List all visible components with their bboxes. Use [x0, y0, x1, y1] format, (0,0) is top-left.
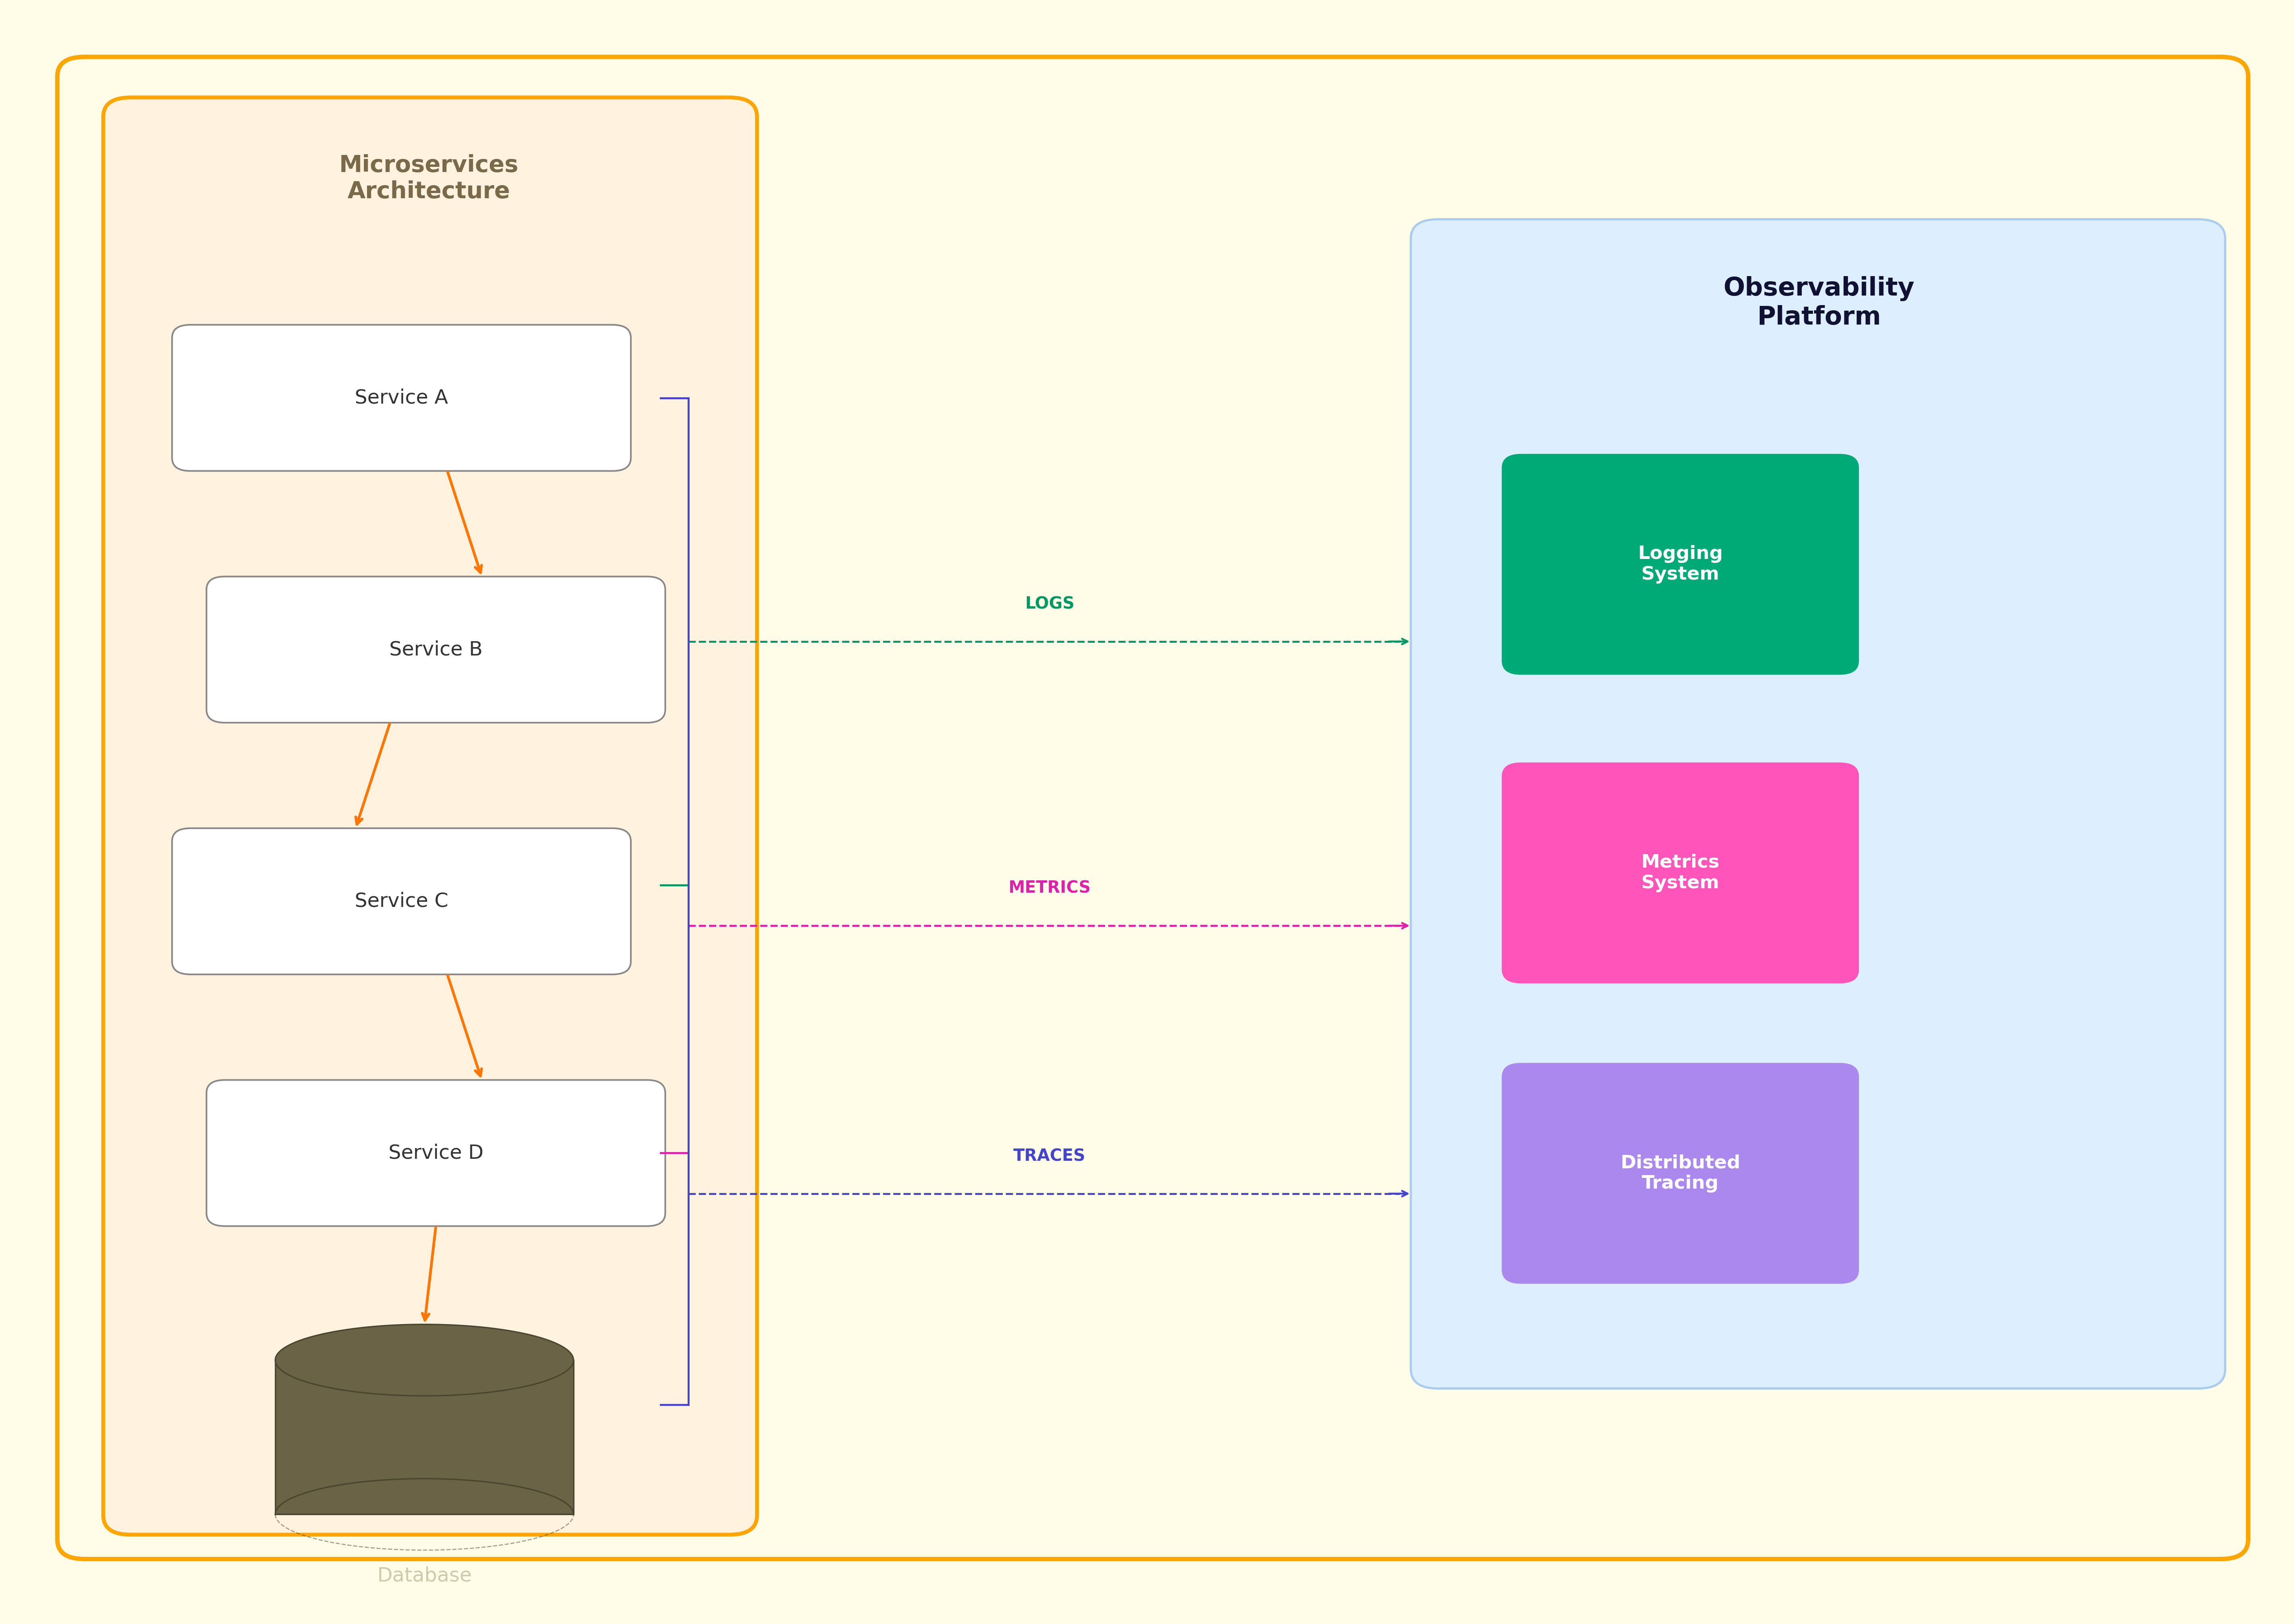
FancyBboxPatch shape [1503, 455, 1858, 674]
Polygon shape [275, 1361, 574, 1514]
FancyBboxPatch shape [1503, 763, 1858, 983]
Text: Microservices
Architecture: Microservices Architecture [340, 154, 518, 203]
Text: Metrics
System: Metrics System [1640, 854, 1720, 892]
FancyBboxPatch shape [206, 1080, 665, 1226]
FancyBboxPatch shape [1411, 219, 2225, 1389]
FancyBboxPatch shape [172, 325, 631, 471]
Text: Service A: Service A [356, 388, 447, 408]
FancyBboxPatch shape [1503, 1064, 1858, 1283]
Polygon shape [275, 1479, 574, 1514]
Polygon shape [275, 1325, 574, 1395]
FancyBboxPatch shape [206, 577, 665, 723]
FancyBboxPatch shape [57, 57, 2248, 1559]
Text: METRICS: METRICS [1009, 880, 1090, 896]
FancyBboxPatch shape [103, 97, 757, 1535]
Text: TRACES: TRACES [1014, 1148, 1085, 1164]
Text: Observability
Platform: Observability Platform [1723, 276, 1915, 330]
Text: Service C: Service C [356, 892, 447, 911]
Text: Distributed
Tracing: Distributed Tracing [1620, 1155, 1741, 1192]
Text: LOGS: LOGS [1025, 596, 1074, 612]
Text: Service D: Service D [388, 1143, 484, 1163]
FancyBboxPatch shape [172, 828, 631, 974]
Text: Service B: Service B [390, 640, 482, 659]
Text: Logging
System: Logging System [1638, 546, 1723, 583]
Text: Database: Database [376, 1566, 473, 1585]
